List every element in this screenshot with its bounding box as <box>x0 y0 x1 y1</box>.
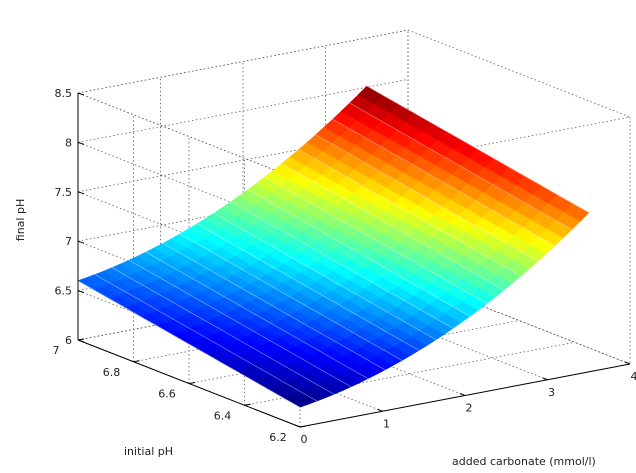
box-edge-right-top-y <box>407 29 631 118</box>
x-tick-mark <box>624 361 631 365</box>
surface-mesh-line <box>145 251 369 379</box>
x-axis-label: added carbonate (mmol/l) <box>452 455 596 468</box>
x-tick-label: 4 <box>631 370 636 383</box>
surface-mesh-line <box>162 243 386 371</box>
x-tick-mark <box>542 377 548 381</box>
surface-mesh-line <box>281 163 504 291</box>
surface-mesh-line <box>264 176 487 304</box>
y-axis-label: initial pH <box>124 445 173 458</box>
x-tick-mark <box>294 424 301 428</box>
z-tick-mark <box>77 240 85 244</box>
y-tick-label: 6.6 <box>158 388 176 401</box>
x-tick-label: 0 <box>301 433 308 446</box>
z-tick-mark <box>77 191 85 195</box>
x-tick-mark <box>459 393 466 396</box>
x-tick-label: 3 <box>548 386 555 399</box>
z-tick-mark <box>77 92 85 96</box>
z-axis-label: final pH <box>14 199 27 241</box>
y-tick-label: 6.2 <box>269 431 287 444</box>
z-tick-label: 6 <box>65 334 72 347</box>
surface-mesh-line <box>298 149 521 277</box>
x-tick-mark <box>377 408 383 412</box>
surface-mesh-line <box>77 280 301 408</box>
z-tick-label: 7 <box>65 235 72 248</box>
surface-mesh-line <box>332 118 555 246</box>
surface-mesh-line <box>315 134 538 262</box>
surface-mesh-line <box>128 259 352 387</box>
surface-mesh-line <box>366 85 589 213</box>
surface-mesh-line <box>213 212 437 340</box>
y-tick-mark <box>299 425 307 428</box>
surface-mesh-line <box>230 201 454 329</box>
y-tick-label: 6.4 <box>214 409 232 422</box>
z-tick-label: 6.5 <box>55 285 73 298</box>
z-tick-mark <box>77 290 85 294</box>
surface-mesh-line <box>111 267 335 395</box>
surface-mesh-line <box>179 233 403 361</box>
surface-mesh-line <box>349 102 572 230</box>
x-tick-label: 1 <box>383 417 390 430</box>
surface-mesh-line <box>196 223 420 351</box>
y-tick-mark <box>244 403 251 406</box>
z-tick-label: 8 <box>65 136 72 149</box>
y-tick-mark <box>188 382 196 384</box>
surface-mesh <box>77 85 590 408</box>
y-tick-label: 7 <box>53 344 60 357</box>
surface-mesh-line <box>94 274 318 402</box>
x-tick-label: 2 <box>466 402 473 415</box>
z-tick-label: 8.5 <box>55 87 73 100</box>
z-tick-label: 7.5 <box>55 186 73 199</box>
surface-mesh-line <box>247 189 471 317</box>
z-tick-mark <box>77 141 85 145</box>
y-tick-mark <box>133 360 140 363</box>
z-tick-mark <box>77 339 85 343</box>
y-tick-label: 6.8 <box>103 366 121 379</box>
